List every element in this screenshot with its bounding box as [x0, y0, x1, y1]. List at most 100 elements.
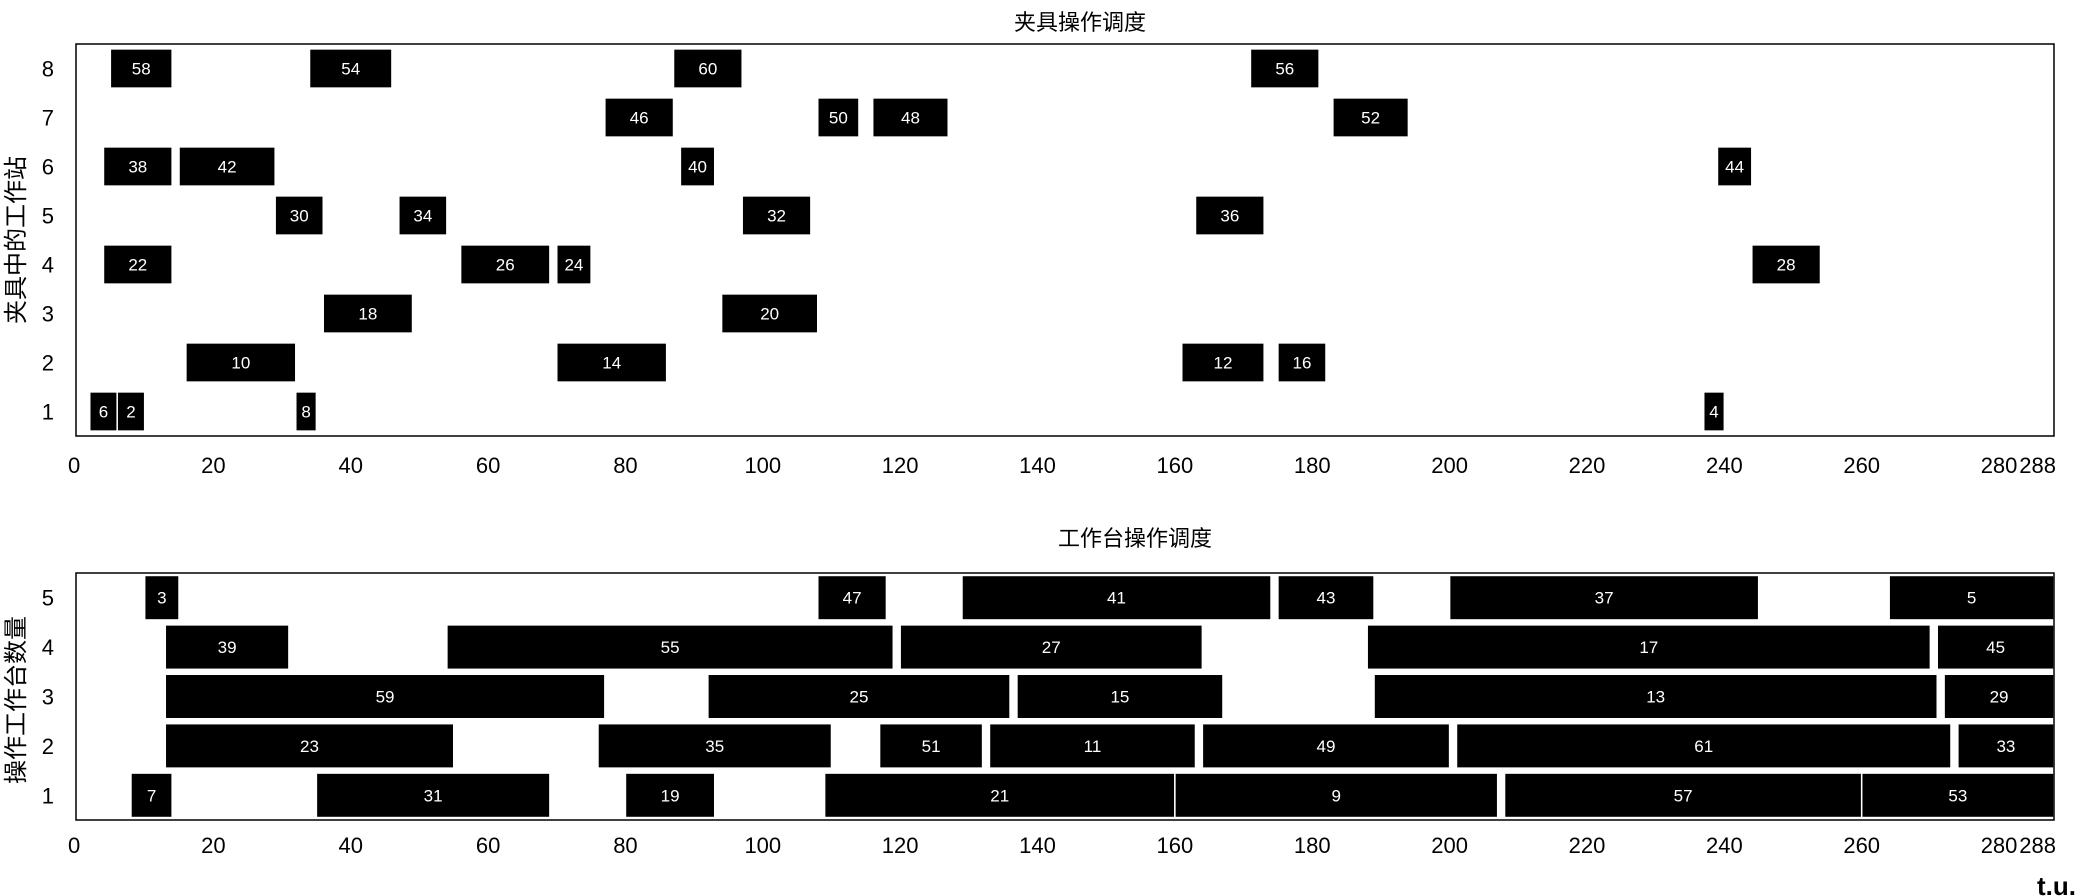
- task-bar: [556, 244, 592, 285]
- task-label: 12: [1214, 354, 1233, 373]
- x-tick-label: 180: [1294, 453, 1331, 478]
- x-tick-label: 60: [476, 833, 500, 858]
- x-tick-label: 240: [1706, 453, 1743, 478]
- task-label: 55: [661, 638, 680, 657]
- task-bar: [1277, 342, 1327, 383]
- task-bar: [1702, 391, 1726, 432]
- chart-title: 夹具操作调度: [1014, 11, 1146, 36]
- task-label: 38: [128, 158, 147, 177]
- x-tick-labels: 0 20 40 60 80 100 120 140 160 180 200 220 240 260 280 2…: [68, 833, 2056, 858]
- task-label: 37: [1595, 589, 1614, 608]
- task-bar: [1373, 673, 1938, 720]
- x-tick-label: 240: [1706, 833, 1743, 858]
- task-bar: [1455, 722, 1952, 769]
- task-bar: [1016, 673, 1224, 720]
- x-tick-label: 20: [201, 833, 225, 858]
- task-label: 54: [341, 60, 360, 79]
- x-tick-label: 200: [1431, 453, 1468, 478]
- task-label: 25: [849, 688, 868, 707]
- task-label: 17: [1639, 638, 1658, 657]
- y-tick-label: 1: [42, 400, 54, 425]
- task-label: 53: [1948, 786, 1967, 805]
- task-bar: [102, 146, 173, 187]
- x-tick-label: 80: [613, 833, 637, 858]
- task-label: 26: [496, 256, 515, 275]
- task-label: 44: [1725, 158, 1744, 177]
- task-bar: [961, 574, 1272, 621]
- x-tick-label: 288: [2019, 833, 2056, 858]
- task-bar: [109, 48, 173, 89]
- x-tick-label: 140: [1019, 453, 1056, 478]
- x-tick-label: 0: [68, 453, 80, 478]
- x-tick-label: 40: [338, 453, 362, 478]
- task-label: 5: [1967, 589, 1976, 608]
- task-label: 36: [1220, 207, 1239, 226]
- x-tick-label: 220: [1569, 453, 1606, 478]
- task-bar: [597, 722, 833, 769]
- task-label: 47: [843, 589, 862, 608]
- y-tick-label: 7: [42, 106, 54, 131]
- task-bar: [308, 48, 393, 89]
- task-label: 33: [1996, 737, 2015, 756]
- task-bar: [1332, 97, 1410, 138]
- task-label: 31: [424, 786, 443, 805]
- task-bar: [1181, 342, 1265, 383]
- x-tick-label: 180: [1294, 833, 1331, 858]
- x-tick-label: 100: [744, 453, 781, 478]
- task-label: 2: [126, 403, 135, 422]
- task-bar: [459, 244, 551, 285]
- y-tick-label: 8: [42, 57, 54, 82]
- x-tick-labels: 0 20 40 60 80 100 120 140 160 180 200 220 240 260 280 2…: [68, 453, 2056, 478]
- task-label: 46: [630, 109, 649, 128]
- task-bar: [1194, 195, 1265, 236]
- task-bar: [556, 342, 668, 383]
- task-label: 41: [1107, 589, 1126, 608]
- y-tick-label: 1: [42, 783, 54, 808]
- task-label: 21: [990, 786, 1009, 805]
- task-label: 52: [1361, 109, 1380, 128]
- task-bar: [130, 772, 173, 819]
- x-tick-label: 280: [1981, 833, 2018, 858]
- task-bar: [116, 391, 146, 432]
- task-label: 16: [1292, 354, 1311, 373]
- x-tick-label: 120: [882, 453, 919, 478]
- y-tick-label: 3: [42, 302, 54, 327]
- x-tick-label: 60: [476, 453, 500, 478]
- task-label: 57: [1674, 786, 1693, 805]
- task-bar: [720, 293, 819, 334]
- x-tick-label: 80: [613, 453, 637, 478]
- task-bar: [1860, 772, 2055, 819]
- task-bar: [1716, 146, 1753, 187]
- y-tick-label: 2: [42, 734, 54, 759]
- task-label: 40: [688, 158, 707, 177]
- task-bar: [1957, 722, 2055, 769]
- task-bar: [679, 146, 716, 187]
- y-tick-label: 3: [42, 685, 54, 710]
- task-bar: [1249, 48, 1320, 89]
- x-tick-label: 0: [68, 833, 80, 858]
- task-label: 32: [767, 207, 786, 226]
- task-bar: [178, 146, 276, 187]
- task-label: 49: [1317, 737, 1336, 756]
- x-tick-label: 288: [2019, 453, 2056, 478]
- task-label: 29: [1990, 688, 2009, 707]
- chart-title: 工作台操作调度: [1058, 527, 1212, 552]
- plot-frame: [75, 572, 2055, 821]
- task-bar: [88, 391, 118, 432]
- y-tick-label: 2: [42, 351, 54, 376]
- y-tick-label: 4: [42, 253, 54, 278]
- task-label: 51: [922, 737, 941, 756]
- task-bar: [315, 772, 551, 819]
- task-bar: [398, 195, 448, 236]
- task-bar: [322, 293, 414, 334]
- task-label: 18: [358, 305, 377, 324]
- task-label: 19: [661, 786, 680, 805]
- y-tick-label: 4: [42, 635, 54, 660]
- y-axis-label: 夹具中的工作站: [2, 156, 30, 324]
- task-label: 8: [301, 403, 310, 422]
- task-bar: [143, 574, 180, 621]
- task-bar: [274, 195, 325, 236]
- x-tick-label: 160: [1157, 453, 1194, 478]
- task-bar: [164, 673, 606, 720]
